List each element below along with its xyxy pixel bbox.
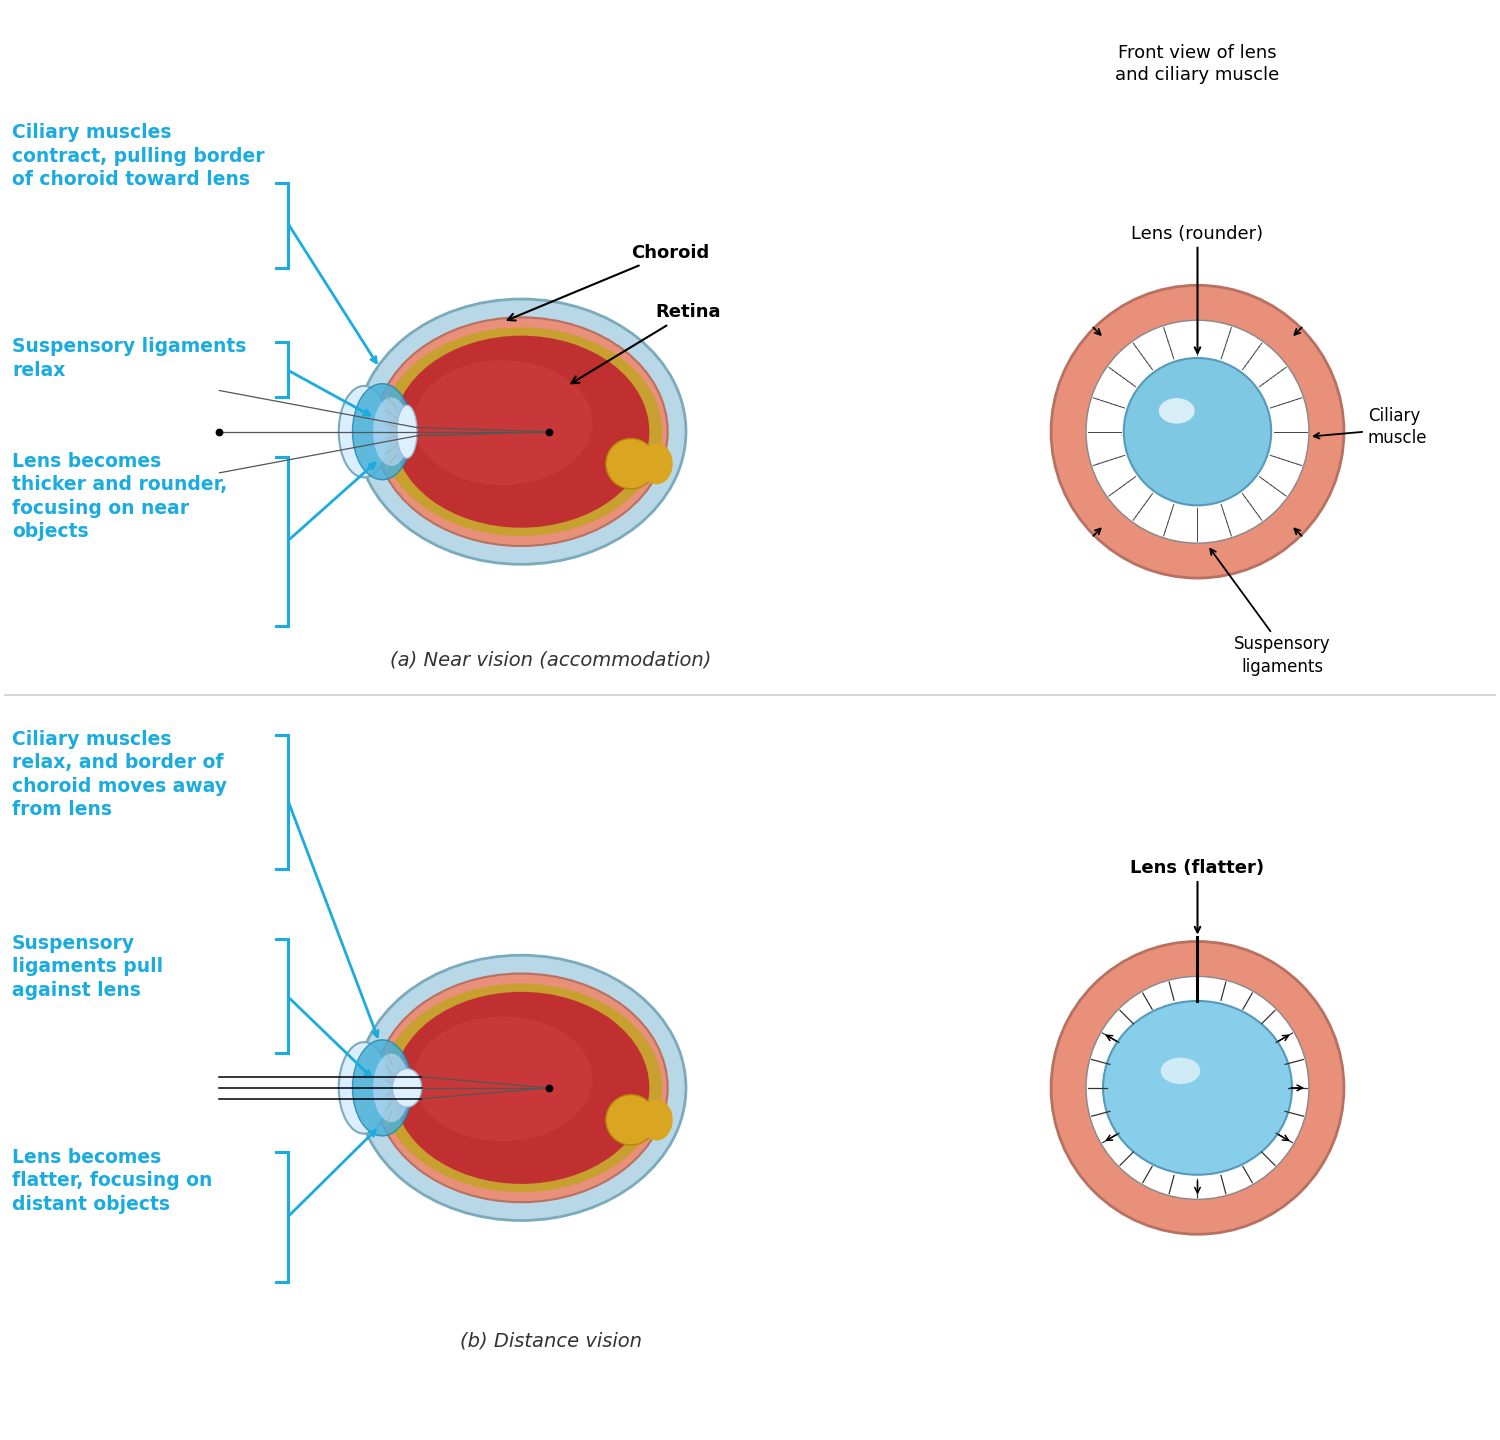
Circle shape (1086, 976, 1310, 1200)
Ellipse shape (393, 992, 650, 1184)
Ellipse shape (374, 1054, 410, 1122)
Ellipse shape (1160, 397, 1194, 423)
Ellipse shape (1161, 1057, 1200, 1084)
Ellipse shape (398, 405, 417, 458)
Text: Lens (flatter): Lens (flatter) (1131, 860, 1264, 877)
Ellipse shape (381, 984, 662, 1192)
Text: Retina: Retina (572, 304, 722, 383)
Circle shape (1124, 359, 1270, 505)
Ellipse shape (339, 386, 388, 478)
Ellipse shape (393, 336, 650, 527)
Ellipse shape (393, 1068, 422, 1107)
Ellipse shape (414, 1017, 592, 1140)
Text: Ciliary
muscle: Ciliary muscle (1368, 406, 1428, 446)
Text: Lens becomes
flatter, focusing on
distant objects: Lens becomes flatter, focusing on distan… (12, 1148, 213, 1214)
Text: Suspensory
ligaments pull
against lens: Suspensory ligaments pull against lens (12, 933, 164, 999)
Text: Choroid: Choroid (507, 243, 710, 321)
Text: Lens becomes
thicker and rounder,
focusing on near
objects: Lens becomes thicker and rounder, focusi… (12, 452, 228, 541)
Ellipse shape (381, 327, 662, 536)
Text: (b) Distance vision: (b) Distance vision (460, 1332, 642, 1351)
Circle shape (1086, 320, 1310, 543)
Ellipse shape (606, 439, 656, 488)
Ellipse shape (339, 1043, 388, 1133)
Text: Lens (rounder): Lens (rounder) (1131, 225, 1263, 243)
Ellipse shape (1102, 1001, 1292, 1175)
Text: Ciliary muscles
relax, and border of
choroid moves away
from lens: Ciliary muscles relax, and border of cho… (12, 730, 226, 819)
Ellipse shape (352, 383, 413, 480)
Ellipse shape (606, 1094, 656, 1145)
Ellipse shape (375, 973, 668, 1202)
Ellipse shape (414, 360, 592, 485)
Ellipse shape (640, 1099, 672, 1140)
Text: Ciliary muscles
contract, pulling border
of choroid toward lens: Ciliary muscles contract, pulling border… (12, 124, 264, 190)
Ellipse shape (357, 955, 686, 1221)
Circle shape (1052, 285, 1344, 577)
Text: Suspensory ligaments
relax: Suspensory ligaments relax (12, 337, 246, 380)
Ellipse shape (374, 397, 410, 467)
Circle shape (1052, 942, 1344, 1234)
Ellipse shape (357, 300, 686, 564)
Text: Front view of lens
and ciliary muscle: Front view of lens and ciliary muscle (1116, 45, 1280, 84)
Ellipse shape (375, 317, 668, 546)
Ellipse shape (640, 444, 672, 484)
Ellipse shape (352, 1040, 413, 1136)
Text: (a) Near vision (accommodation): (a) Near vision (accommodation) (390, 651, 712, 670)
Text: Suspensory
ligaments: Suspensory ligaments (1233, 635, 1330, 675)
